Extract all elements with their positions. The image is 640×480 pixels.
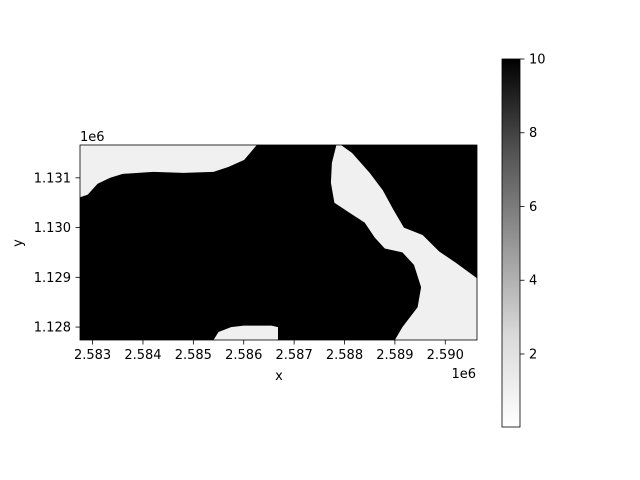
raster-regions xyxy=(80,145,477,340)
x-tick-label: 2.586 xyxy=(225,348,262,363)
colorbar-tick-label: 10 xyxy=(529,53,546,68)
colorbar-tick-label: 8 xyxy=(529,126,537,141)
colorbar-tick-label: 4 xyxy=(529,274,537,289)
right-river-region xyxy=(330,145,477,340)
colorbar-gradient xyxy=(502,59,520,427)
plot-area xyxy=(79,144,478,341)
y-tick-label: 1.129 xyxy=(34,271,71,286)
y-tick-label: 1.131 xyxy=(34,171,71,186)
x-tick-label: 2.589 xyxy=(376,348,413,363)
plot-frame xyxy=(79,144,478,341)
y-tick-label: 1.128 xyxy=(34,321,71,336)
y-offset-label: 1e6 xyxy=(80,130,105,145)
colorbar-tick-label: 6 xyxy=(529,200,537,215)
colorbar-tick-label: 2 xyxy=(529,347,537,362)
y-axis-label: y xyxy=(11,239,26,247)
x-tick-label: 2.584 xyxy=(124,348,161,363)
x-axis-label: x xyxy=(275,369,283,384)
x-tick-label: 2.583 xyxy=(74,348,111,363)
bottom-center-region xyxy=(213,325,278,340)
x-tick-label: 2.585 xyxy=(175,348,212,363)
x-axis: 2.583 2.584 2.585 2.586 2.587 2.588 2.589 2.590 xyxy=(74,340,464,363)
y-axis: 1.128 1.129 1.130 1.131 xyxy=(34,171,80,336)
x-tick-label: 2.587 xyxy=(276,348,313,363)
x-tick-label: 2.588 xyxy=(326,348,363,363)
x-offset-label: 1e6 xyxy=(451,367,476,382)
x-tick-label: 2.590 xyxy=(427,348,464,363)
y-tick-label: 1.130 xyxy=(34,221,71,236)
colorbar-ticks: 2 4 6 8 10 xyxy=(520,53,546,362)
top-left-region xyxy=(80,145,257,198)
colorbar-frame xyxy=(501,58,521,428)
colorbar: 2 4 6 8 10 xyxy=(501,53,546,428)
